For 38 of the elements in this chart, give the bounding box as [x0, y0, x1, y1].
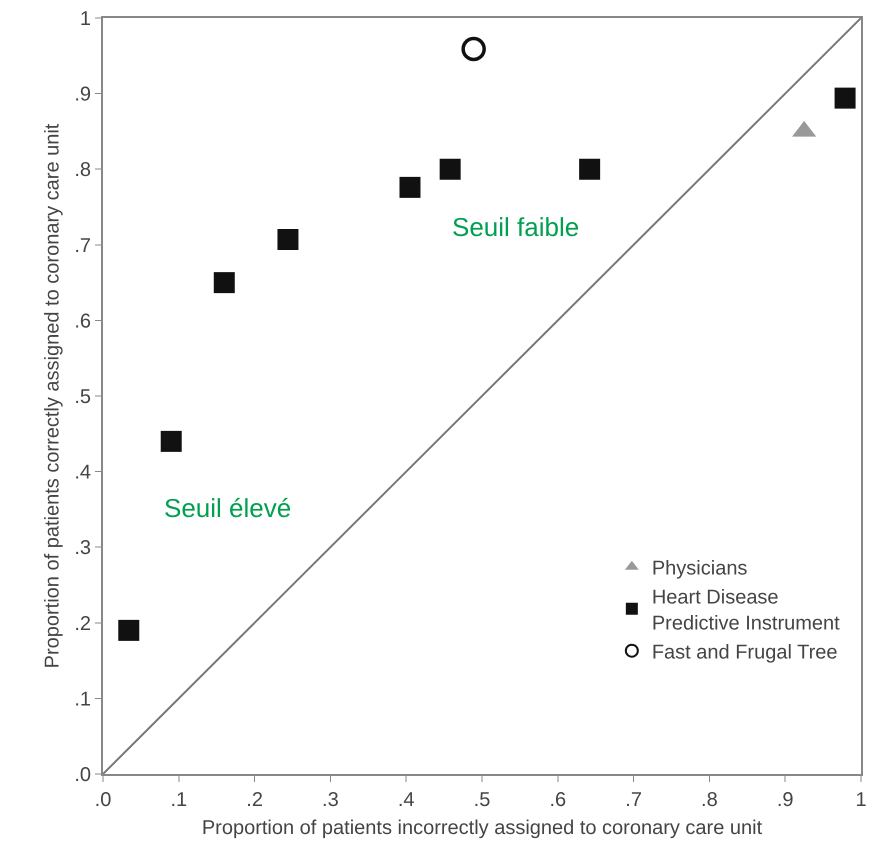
- y-tick-label: .9: [74, 84, 91, 106]
- y-tick-label: .0: [74, 764, 91, 786]
- point: [118, 620, 140, 641]
- x-tick-label: .0: [94, 789, 112, 811]
- legend-label: Fast and Frugal Tree: [652, 642, 838, 664]
- point: [399, 176, 420, 198]
- x-tick-label: .7: [625, 789, 642, 811]
- y-tick-label: .5: [74, 386, 91, 408]
- point: [461, 36, 486, 62]
- x-tick-label: .8: [701, 789, 718, 811]
- x-tick-label: .2: [246, 789, 263, 811]
- y-axis-title: Proportion of patients correctly assigned to coronary care unit: [41, 123, 64, 668]
- x-tick-label: .4: [398, 789, 415, 811]
- point: [579, 158, 600, 180]
- annotation: Seuil faible: [452, 212, 580, 242]
- point: [160, 430, 182, 452]
- x-tick-label: .3: [322, 789, 339, 811]
- y-tick-label: .7: [74, 234, 91, 257]
- point: [277, 229, 298, 250]
- y-tick-label: 1: [80, 8, 91, 30]
- x-tick-label: 1: [855, 789, 867, 811]
- y-tick-label: .8: [74, 159, 91, 182]
- x-tick-label: .9: [776, 789, 794, 811]
- y-tick-label: .2: [74, 612, 91, 635]
- x-axis-title: Proportion of patients incorrectly assigned to coronary care unit: [202, 817, 763, 839]
- point: [214, 272, 235, 294]
- legend-label: Heart Disease Predictive Instrument: [652, 586, 840, 634]
- x-tick-label: .5: [474, 789, 490, 811]
- annotation: Seuil élevé: [164, 493, 292, 523]
- y-tick-label: .1: [74, 688, 91, 710]
- y-tick-label: .4: [74, 462, 91, 484]
- x-tick-label: .1: [170, 789, 188, 811]
- legend-label: Physicians: [652, 558, 748, 580]
- x-tick-label: .6: [549, 789, 566, 811]
- point: [834, 88, 856, 109]
- y-tick-label: .3: [74, 537, 91, 560]
- y-tick-label: .6: [74, 310, 91, 332]
- point: [440, 158, 461, 180]
